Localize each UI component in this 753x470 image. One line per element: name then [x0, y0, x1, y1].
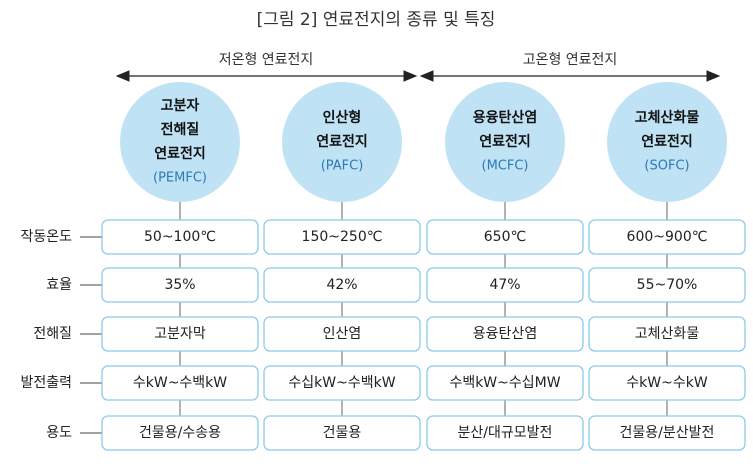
type-abbr: (PAFC): [321, 159, 364, 174]
cell-text: 50~100℃: [144, 229, 216, 245]
type-name: 연료전지: [641, 133, 693, 150]
cell-box: [263, 316, 421, 352]
cell-text: 150~250℃: [302, 229, 383, 245]
arrow-head: [403, 70, 418, 82]
row-label: 효율: [46, 277, 72, 293]
type-name: 연료전지: [316, 133, 368, 150]
cell-text: 42%: [326, 277, 357, 293]
cell-text: 건물용: [323, 425, 362, 441]
cell-box: [588, 365, 746, 401]
type-circle: [282, 82, 402, 202]
cell-text: 인산염: [323, 326, 362, 342]
cell-box: [426, 365, 584, 401]
type-name: 고분자: [161, 98, 200, 114]
cell-box: [426, 219, 584, 255]
type-name: 인산형: [323, 109, 362, 126]
group-arrows: [115, 70, 721, 82]
type-name: 연료전지: [479, 133, 531, 150]
cell-box: [263, 365, 421, 401]
type-abbr: (PEMFC): [153, 171, 207, 186]
cell-text: 600~900℃: [627, 229, 708, 245]
cell-text: 분산/대규모발전: [458, 425, 553, 441]
row-label: 전해질: [33, 326, 72, 342]
arrow-head: [706, 70, 721, 82]
type-circle: [607, 82, 727, 202]
group-label: 저온형 연료전지: [219, 52, 314, 68]
cell-box: [588, 316, 746, 352]
cell-box: [101, 316, 259, 352]
cell-box: [101, 415, 259, 451]
arrow-head: [419, 70, 434, 82]
type-circle: [445, 82, 565, 202]
content: 고분자전해질연료전지(PEMFC)인산형연료전지(PAFC)용융탄산염연료전지(…: [20, 82, 746, 451]
cell-box: [101, 267, 259, 303]
group-label: 고온형 연료전지: [523, 52, 618, 68]
cell-text: 건물용/분산발전: [620, 425, 715, 441]
cell-box: [426, 316, 584, 352]
cell-box: [263, 267, 421, 303]
cell-box: [588, 267, 746, 303]
cell-text: 수십kW~수백kW: [288, 375, 395, 391]
cell-box: [426, 415, 584, 451]
type-name: 전해질: [161, 121, 200, 138]
cell-text: 고체산화물: [635, 326, 700, 342]
cell-text: 수kW~수백kW: [133, 375, 227, 391]
cell-text: 건물용/수송용: [139, 425, 221, 441]
type-name: 용융탄산염: [473, 109, 537, 126]
type-circle: [120, 82, 240, 202]
arrow-head: [115, 70, 130, 82]
type-abbr: (SOFC): [644, 159, 689, 174]
cell-box: [588, 415, 746, 451]
cell-box: [426, 267, 584, 303]
cell-box: [101, 365, 259, 401]
cell-box: [101, 219, 259, 255]
cell-text: 수kW~수kW: [626, 375, 708, 391]
row-label: 작동온도: [20, 229, 72, 245]
cell-box: [263, 219, 421, 255]
cell-text: 47%: [489, 277, 520, 293]
cell-box: [263, 415, 421, 451]
row-label: 발전출력: [20, 375, 72, 391]
cell-text: 고분자막: [154, 326, 206, 342]
cell-text: 650℃: [484, 229, 526, 245]
cell-box: [588, 219, 746, 255]
cell-text: 수백kW~수십MW: [449, 375, 560, 391]
cell-text: 용융탄산염: [473, 326, 537, 342]
cell-text: 55~70%: [637, 277, 698, 293]
type-name: 고체산화물: [635, 109, 700, 126]
figure-title: [그림 2] 연료전지의 종류 및 특징: [257, 10, 496, 30]
row-label: 용도: [46, 425, 72, 441]
type-name: 연료전지: [154, 145, 206, 162]
cell-text: 35%: [164, 277, 195, 293]
type-abbr: (MCFC): [482, 159, 529, 174]
